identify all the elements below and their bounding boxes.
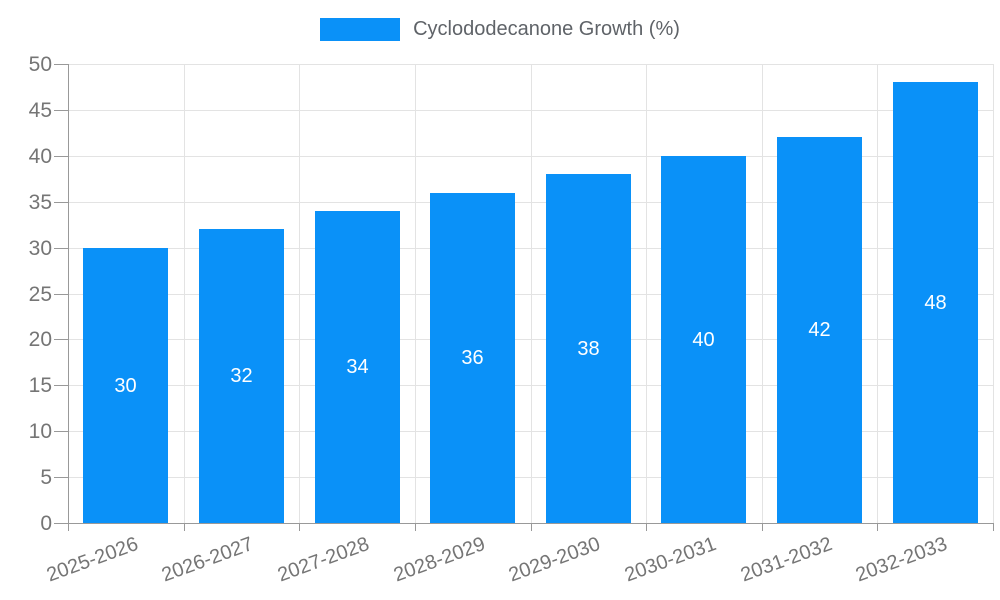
y-axis-tick: [54, 523, 68, 524]
gridline-vertical: [646, 64, 647, 523]
bar-2026-2027: 32: [199, 229, 284, 523]
y-axis-tick-label: 50: [28, 53, 52, 76]
x-axis-tick: [184, 523, 185, 531]
y-axis-tick: [54, 202, 68, 203]
gridline-vertical: [877, 64, 878, 523]
x-axis-tick-label: 2031-2032: [738, 533, 836, 587]
legend-label[interactable]: Cyclododecanone Growth (%): [413, 18, 680, 40]
bar-value-label: 42: [808, 319, 831, 341]
y-axis-tick-label: 40: [28, 145, 52, 168]
bar-value-label: 48: [924, 292, 947, 314]
bar-value-label: 40: [692, 329, 715, 351]
y-axis-tick: [54, 156, 68, 157]
y-axis-tick-label: 25: [28, 283, 52, 306]
gridline-horizontal: [68, 477, 993, 478]
y-axis-tick-label: 20: [28, 328, 52, 351]
bar-2027-2028: 34: [315, 211, 400, 523]
x-axis-tick-label: 2027-2028: [275, 533, 373, 587]
y-axis-tick-label: 15: [28, 374, 52, 397]
x-axis-tick: [68, 523, 69, 531]
x-axis-tick-label: 2032-2033: [853, 533, 951, 587]
gridline-horizontal: [68, 294, 993, 295]
legend[interactable]: Cyclododecanone Growth (%): [0, 18, 1000, 41]
gridline-horizontal: [68, 431, 993, 432]
gridline-vertical: [531, 64, 532, 523]
bar-value-label: 32: [230, 365, 253, 387]
x-axis-tick-label: 2025-2026: [44, 533, 142, 587]
y-axis-tick-label: 5: [40, 466, 52, 489]
y-axis-tick-label: 10: [28, 420, 52, 443]
y-axis-tick-label: 45: [28, 99, 52, 122]
bar-2025-2026: 30: [83, 248, 168, 523]
x-axis-tick: [646, 523, 647, 531]
x-axis-tick-label: 2026-2027: [159, 533, 257, 587]
y-axis-line: [68, 64, 69, 523]
x-axis-tick: [415, 523, 416, 531]
bar-2030-2031: 40: [661, 156, 746, 523]
x-axis-tick-label: 2029-2030: [506, 533, 604, 587]
gridline-vertical: [762, 64, 763, 523]
x-axis-tick-label: 2028-2029: [391, 533, 489, 587]
bar-2031-2032: 42: [777, 137, 862, 523]
legend-swatch[interactable]: [320, 18, 401, 41]
y-axis-tick: [54, 294, 68, 295]
x-axis-tick-label: 2030-2031: [622, 533, 720, 587]
y-axis-tick-label: 35: [28, 191, 52, 214]
gridline-vertical: [993, 64, 994, 523]
bar-value-label: 36: [461, 347, 484, 369]
y-axis-tick: [54, 248, 68, 249]
gridline-horizontal: [68, 110, 993, 111]
x-axis-tick: [531, 523, 532, 531]
y-axis-tick-label: 0: [40, 512, 52, 535]
gridline-horizontal: [68, 202, 993, 203]
gridline-horizontal: [68, 248, 993, 249]
bar-2028-2029: 36: [430, 193, 515, 523]
bar-value-label: 30: [114, 375, 137, 397]
x-axis-tick: [762, 523, 763, 531]
y-axis-tick: [54, 64, 68, 65]
gridline-horizontal: [68, 339, 993, 340]
gridline-horizontal: [68, 385, 993, 386]
y-axis-tick: [54, 339, 68, 340]
gridline-vertical: [415, 64, 416, 523]
bar-value-label: 38: [577, 338, 600, 360]
gridline-horizontal: [68, 156, 993, 157]
gridline-vertical: [184, 64, 185, 523]
y-axis-tick-label: 30: [28, 237, 52, 260]
y-axis-tick: [54, 110, 68, 111]
x-axis-tick: [877, 523, 878, 531]
bar-2029-2030: 38: [546, 174, 631, 523]
gridline-vertical: [299, 64, 300, 523]
gridline-horizontal: [68, 64, 993, 65]
y-axis-tick: [54, 477, 68, 478]
x-axis-tick: [299, 523, 300, 531]
bar-2032-2033: 48: [893, 82, 978, 523]
bar-value-label: 34: [346, 356, 369, 378]
y-axis-tick: [54, 431, 68, 432]
x-axis-tick: [993, 523, 994, 531]
y-axis-tick: [54, 385, 68, 386]
